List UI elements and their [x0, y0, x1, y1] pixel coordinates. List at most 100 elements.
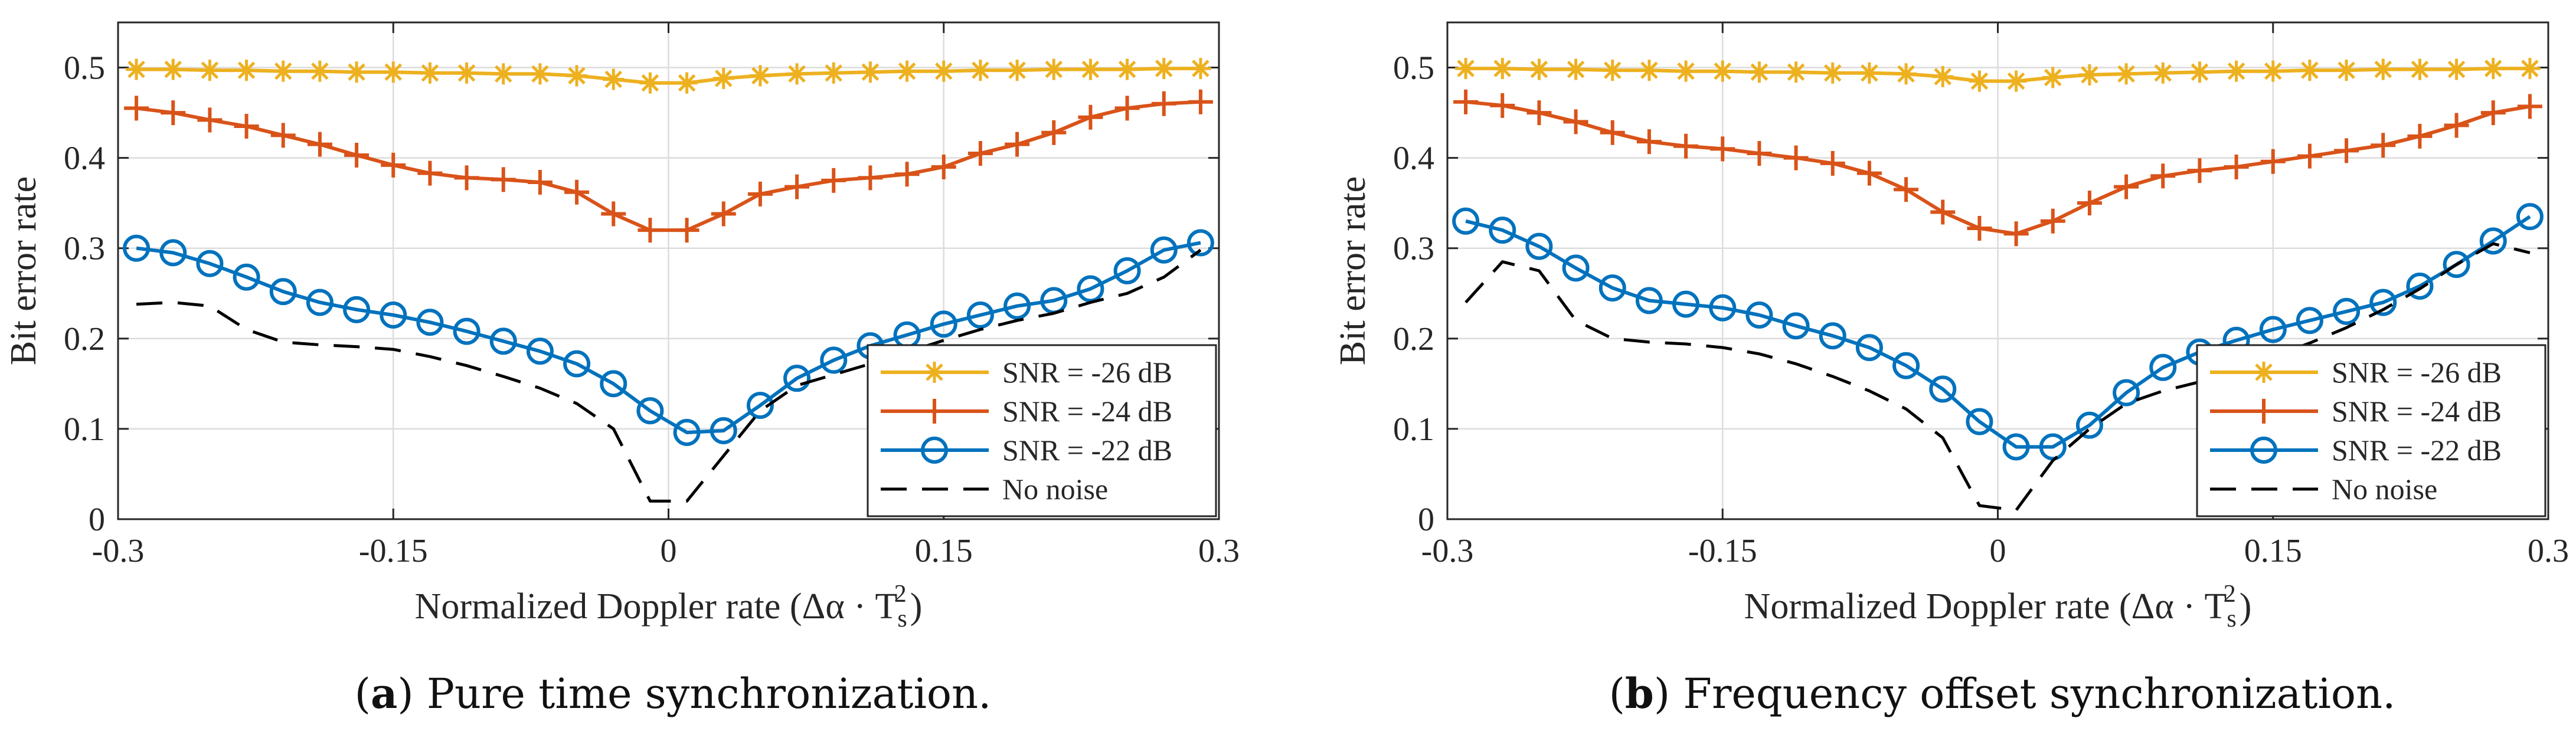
series-line [136, 248, 1202, 503]
data-point [492, 63, 514, 85]
data-point [933, 60, 954, 82]
data-point [638, 218, 663, 243]
data-point [489, 327, 517, 355]
data-point [1452, 207, 1480, 235]
data-point [673, 419, 701, 447]
data-point [2409, 58, 2431, 80]
data-point [529, 63, 551, 85]
data-point [749, 65, 771, 87]
data-point [1113, 257, 1141, 284]
series-line [136, 241, 1201, 434]
data-point [456, 62, 478, 84]
data-point [381, 152, 406, 178]
data-point [1748, 61, 1770, 83]
data-point [2443, 251, 2470, 278]
data-point [1672, 290, 1700, 318]
legend-label: SNR = -24 dB [2332, 395, 2502, 428]
data-point [234, 114, 259, 139]
data-point [233, 263, 260, 291]
data-point [124, 96, 149, 121]
data-point [197, 107, 223, 133]
data-point [343, 296, 371, 323]
data-point [1819, 322, 1846, 350]
data-point [344, 143, 370, 168]
data-point [1563, 109, 1588, 135]
data-point [1892, 352, 1920, 379]
data-point [967, 140, 993, 166]
data-point [894, 162, 920, 187]
data-point [161, 100, 186, 126]
y-tick-label: 0 [89, 501, 105, 538]
data-point [966, 301, 994, 329]
data-point [2225, 60, 2247, 82]
series-snr-24-db [124, 89, 1213, 243]
x-axis-title-main: Normalized Doppler rate (Δα · T [415, 586, 898, 627]
data-point [1455, 58, 1477, 80]
series-snr-22-db [1452, 203, 2544, 461]
data-point [639, 72, 661, 94]
data-point [2333, 297, 2361, 325]
data-point [2259, 316, 2287, 343]
axes-frame [1446, 21, 2549, 520]
data-point [820, 346, 848, 374]
y-tick-label: 0.5 [1393, 50, 1434, 87]
data-point [2075, 411, 2103, 439]
data-point [2260, 149, 2286, 174]
data-point [1710, 136, 1735, 162]
legend: SNR = -26 dB SNR = -24 dB SNR = -22 dB No n… [2196, 344, 2546, 517]
data-point [417, 160, 443, 186]
data-point [823, 62, 845, 84]
data-point [1041, 120, 1067, 145]
caption-paren: ( [355, 670, 371, 718]
caption: (b) Frequency offset synchronization. [1609, 669, 2396, 718]
data-point [1747, 140, 1772, 166]
x-tick-label: 0.15 [2244, 533, 2302, 569]
data-point [2406, 273, 2434, 300]
y-tick-label: 0.5 [64, 50, 105, 87]
data-point [1150, 236, 1178, 264]
data-point [346, 61, 368, 83]
data-point [564, 179, 590, 205]
data-point [1078, 104, 1103, 130]
data-point [821, 168, 846, 193]
data-point [2371, 133, 2396, 158]
data-point [2517, 94, 2542, 119]
data-point [1820, 150, 1845, 176]
data-point [1675, 60, 1697, 82]
x-tick-label: -0.3 [92, 533, 145, 569]
data-point [1969, 70, 1990, 92]
data-point [1709, 294, 1737, 322]
data-point [746, 392, 774, 419]
x-axis-title-sup: 2 [2224, 581, 2236, 608]
data-point [2299, 60, 2320, 81]
x-tick-label: -0.15 [1688, 533, 1757, 569]
y-axis-title: Bit error rate [4, 176, 44, 365]
data-point [1782, 312, 1810, 340]
series-no-noise [1464, 242, 2531, 512]
data-point [236, 60, 257, 81]
data-point [199, 60, 221, 81]
data-point [269, 278, 297, 306]
data-point [1783, 145, 1809, 171]
data-point [2003, 221, 2029, 247]
data-point [1490, 93, 1515, 118]
data-point [1189, 58, 1211, 80]
data-point [1188, 89, 1213, 114]
data-point [162, 58, 184, 80]
y-tick-label: 0 [1418, 501, 1434, 538]
data-point [2296, 307, 2323, 335]
chart-panel-b: -0.3 -0.15 0 0.15 0.3 0 0.1 0.2 0.3 0.4 0.5 SNR = -… [1333, 21, 2569, 718]
data-point [603, 68, 625, 90]
data-point [712, 67, 734, 89]
series-snr-26-db [126, 58, 1211, 94]
data-point [2114, 174, 2139, 199]
data-point [2077, 191, 2102, 216]
data-point [1114, 96, 1140, 121]
series-no-noise [136, 248, 1202, 503]
data-point [2005, 70, 2027, 92]
data-point [930, 310, 957, 338]
data-point [126, 58, 148, 80]
data-point [159, 239, 187, 267]
data-point [453, 317, 480, 345]
data-point [416, 309, 444, 336]
